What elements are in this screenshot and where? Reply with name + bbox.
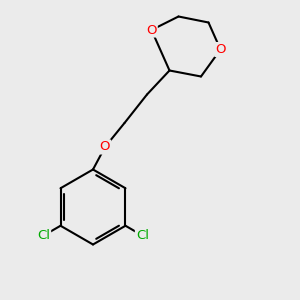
Text: O: O	[146, 23, 157, 37]
Text: O: O	[215, 43, 226, 56]
Text: Cl: Cl	[37, 229, 50, 242]
Text: O: O	[100, 140, 110, 154]
Text: Cl: Cl	[136, 229, 149, 242]
